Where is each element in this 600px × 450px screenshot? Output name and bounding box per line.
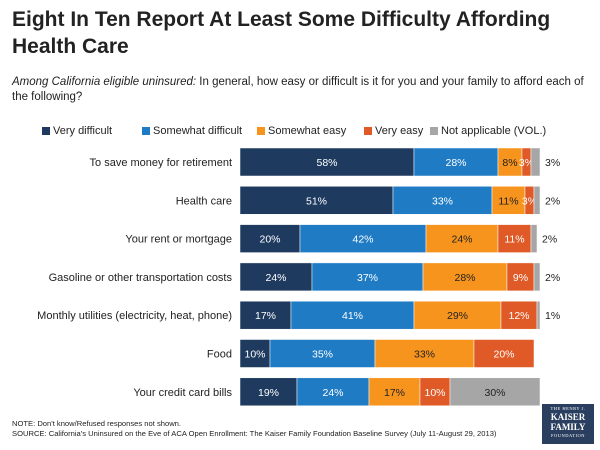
data-label: 35% (312, 349, 333, 361)
bar-segment (422, 262, 508, 292)
bar-segment (392, 186, 493, 215)
chart-subtitle: Among California eligible uninsured: In … (12, 75, 588, 105)
data-label: 20% (493, 349, 514, 361)
bar-segment (239, 300, 292, 330)
data-label: 2% (542, 234, 557, 246)
legend-item: Somewhat easy (257, 124, 346, 138)
stacked-bar-chart: To save money for retirement 58% 28% 8% 3% 3%… (37, 147, 560, 407)
bar-segment (449, 377, 541, 407)
legend-label: Somewhat difficult (153, 125, 243, 137)
legend-swatch (257, 127, 265, 135)
data-label: 8% (502, 157, 517, 169)
footer-note: NOTE: Don't know/Refused responses not s… (12, 419, 182, 428)
data-label: 2% (545, 272, 560, 284)
data-label: 29% (447, 310, 468, 322)
footer: NOTE: Don't know/Refused responses not s… (12, 419, 532, 439)
bar-segment (239, 262, 313, 292)
legend-swatch (364, 127, 372, 135)
bar-segment (425, 224, 499, 253)
bar-segment (239, 186, 394, 215)
logo-line3: FAMILY (550, 422, 586, 432)
bar-segment (413, 147, 499, 177)
data-label: 37% (357, 272, 378, 284)
data-label: 24% (451, 234, 472, 246)
bar-segment (506, 262, 535, 292)
legend-item: Not applicable (VOL.) (430, 124, 546, 138)
category-label: To save money for retirement (90, 157, 232, 169)
data-label: 17% (384, 387, 405, 399)
data-label: 11% (504, 234, 524, 246)
data-label: 19% (258, 387, 279, 399)
data-label: 17% (255, 310, 276, 322)
bar-segment (239, 377, 298, 407)
data-label: 42% (352, 234, 373, 246)
bar-segment (299, 224, 427, 253)
legend-label: Very easy (375, 125, 424, 137)
data-label: 24% (322, 387, 343, 399)
legend-swatch (142, 127, 150, 135)
legend-item: Somewhat difficult (142, 124, 242, 138)
data-label: 33% (432, 195, 453, 207)
bar-segment (497, 224, 532, 253)
category-label: Gasoline or other transportation costs (49, 272, 233, 284)
bar-segment (533, 186, 541, 215)
data-label: 33% (414, 349, 435, 361)
data-label: 20% (259, 234, 280, 246)
legend-swatch (430, 127, 438, 135)
data-label: 3% (545, 157, 560, 169)
bar-segment (413, 300, 502, 330)
bar-segment (311, 262, 424, 292)
category-label: Food (207, 349, 232, 361)
data-label: 3% (522, 195, 537, 207)
legend-item: Very difficult (42, 124, 112, 138)
bar-segment (536, 300, 541, 330)
data-label: 30% (484, 387, 505, 399)
bar-segment (530, 147, 541, 177)
chart-legend: Very difficult Somewhat difficult Somewhat… (12, 124, 600, 138)
chart-title: Eight In Ten Report At Least Some Diffic… (12, 8, 551, 58)
category-label: Your credit card bills (133, 387, 232, 399)
bar-segment (296, 377, 370, 407)
logo-line1: THE HENRY J. (550, 406, 586, 411)
legend-label: Somewhat easy (268, 125, 347, 137)
legend-item: Very easy (364, 124, 423, 138)
legend-label: Not applicable (VOL.) (441, 125, 547, 137)
data-label: 41% (342, 310, 363, 322)
data-label: 10% (244, 349, 265, 361)
bar-segment (239, 339, 271, 368)
bar-segment (530, 224, 538, 253)
data-label: 9% (513, 272, 528, 284)
data-label: 28% (445, 157, 466, 169)
kff-logo: THE HENRY J. KAISER FAMILY FOUNDATION (542, 404, 594, 444)
category-label: Health care (176, 195, 232, 207)
data-label: 10% (424, 387, 445, 399)
legend-label: Very difficult (53, 125, 113, 137)
bar-segment (269, 339, 376, 368)
bar-segment (239, 224, 301, 253)
category-label: Monthly utilities (electricity, heat, ph… (37, 310, 232, 322)
category-label: Your rent or mortgage (125, 234, 232, 246)
subtitle-lead: Among California eligible uninsured: (12, 76, 197, 88)
footer-source: SOURCE: California's Uninsured on the Ev… (12, 429, 497, 438)
data-label: 11% (498, 195, 518, 207)
logo-line2: KAISER (550, 412, 586, 422)
legend-swatch (42, 127, 50, 135)
subtitle-question: In general, how easy or difficult is it … (12, 76, 584, 103)
data-label: 28% (454, 272, 475, 284)
data-label: 2% (545, 195, 560, 207)
bar-segment (500, 300, 538, 330)
data-label: 58% (316, 157, 337, 169)
data-label: 24% (265, 272, 286, 284)
logo-line4: FOUNDATION (551, 433, 585, 438)
data-label: 3% (519, 157, 534, 169)
bar-segment (419, 377, 451, 407)
bar-segment (290, 300, 415, 330)
data-label: 1% (545, 310, 560, 322)
data-label: 12% (508, 310, 529, 322)
bar-segment (374, 339, 475, 368)
bar-segment (533, 262, 541, 292)
bar-segment (473, 339, 535, 368)
data-label: 51% (306, 195, 327, 207)
